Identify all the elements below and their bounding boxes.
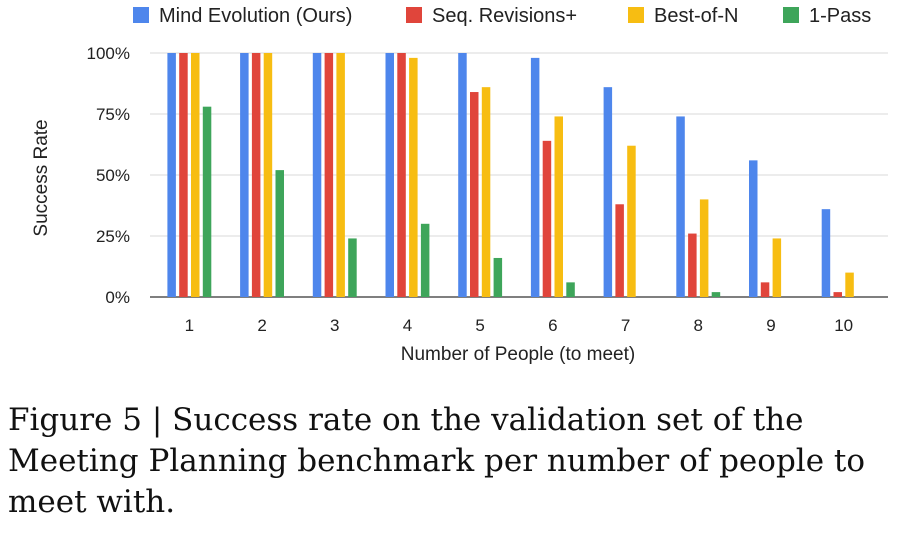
bar — [699, 199, 709, 297]
bar — [202, 106, 212, 298]
x-tick-label: 9 — [766, 316, 775, 335]
bar — [385, 53, 394, 297]
bar — [711, 292, 721, 297]
bar-chart: 0% 25% 50% 75% 100% 1 2 3 4 5 6 7 8 9 10 Mind Evoluti… — [31, 5, 888, 365]
bar — [409, 57, 418, 297]
bar — [749, 160, 758, 297]
x-tick-label: 8 — [694, 316, 703, 335]
bar — [167, 53, 176, 297]
legend: Mind Evolution (Ours) Seq. Revisions+ Best… — [133, 5, 871, 27]
bar — [615, 204, 624, 297]
bar — [397, 53, 406, 297]
bar — [470, 92, 479, 297]
bars — [167, 53, 854, 298]
bar — [493, 257, 503, 297]
bar — [420, 223, 430, 297]
bar — [760, 282, 770, 297]
bar — [542, 140, 552, 297]
x-tick-label: 4 — [403, 316, 412, 335]
bar — [627, 145, 636, 297]
y-tick-label: 75% — [96, 105, 130, 124]
bar — [263, 53, 273, 297]
legend-swatch — [628, 7, 644, 23]
legend-swatch — [783, 7, 799, 23]
bar — [275, 170, 284, 297]
y-tick-label: 25% — [96, 227, 130, 246]
bar — [240, 53, 249, 297]
x-tick-label: 1 — [185, 316, 194, 335]
bar — [336, 53, 345, 297]
x-tick-label: 10 — [834, 316, 853, 335]
y-tick-labels: 0% 25% 50% 75% 100% — [87, 44, 130, 307]
bar — [688, 233, 697, 297]
legend-swatch — [406, 7, 422, 23]
bar — [481, 87, 491, 297]
bar — [458, 53, 467, 297]
legend-swatch — [133, 7, 149, 23]
y-tick-label: 0% — [105, 288, 130, 307]
bar — [833, 292, 842, 297]
x-axis-title: Number of People (to meet) — [401, 344, 635, 365]
bar — [348, 238, 357, 297]
bar — [676, 116, 685, 297]
x-tick-label: 2 — [257, 316, 266, 335]
bar — [821, 209, 831, 297]
legend-label: Seq. Revisions+ — [432, 5, 577, 27]
bar — [251, 53, 261, 297]
bar — [312, 53, 322, 297]
legend-label: Best-of-N — [654, 5, 738, 27]
x-tick-label: 5 — [475, 316, 484, 335]
x-tick-label: 7 — [621, 316, 630, 335]
x-tick-label: 6 — [548, 316, 557, 335]
x-tick-labels: 1 2 3 4 5 6 7 8 9 10 — [185, 316, 853, 335]
bar — [772, 238, 782, 297]
figure-caption: Figure 5 | Success rate on the validatio… — [8, 402, 866, 520]
y-tick-label: 50% — [96, 166, 130, 185]
y-axis-title: Success Rate — [31, 119, 52, 236]
legend-label: 1-Pass — [809, 5, 871, 27]
legend-label: Mind Evolution (Ours) — [159, 5, 352, 27]
x-tick-label: 3 — [330, 316, 339, 335]
bar — [324, 53, 334, 297]
bar — [179, 53, 188, 297]
bar — [603, 87, 613, 297]
bar — [191, 53, 200, 297]
y-tick-label: 100% — [87, 44, 130, 63]
bar — [554, 116, 563, 297]
bar — [530, 57, 540, 297]
bar — [566, 282, 575, 297]
bar — [845, 272, 854, 297]
